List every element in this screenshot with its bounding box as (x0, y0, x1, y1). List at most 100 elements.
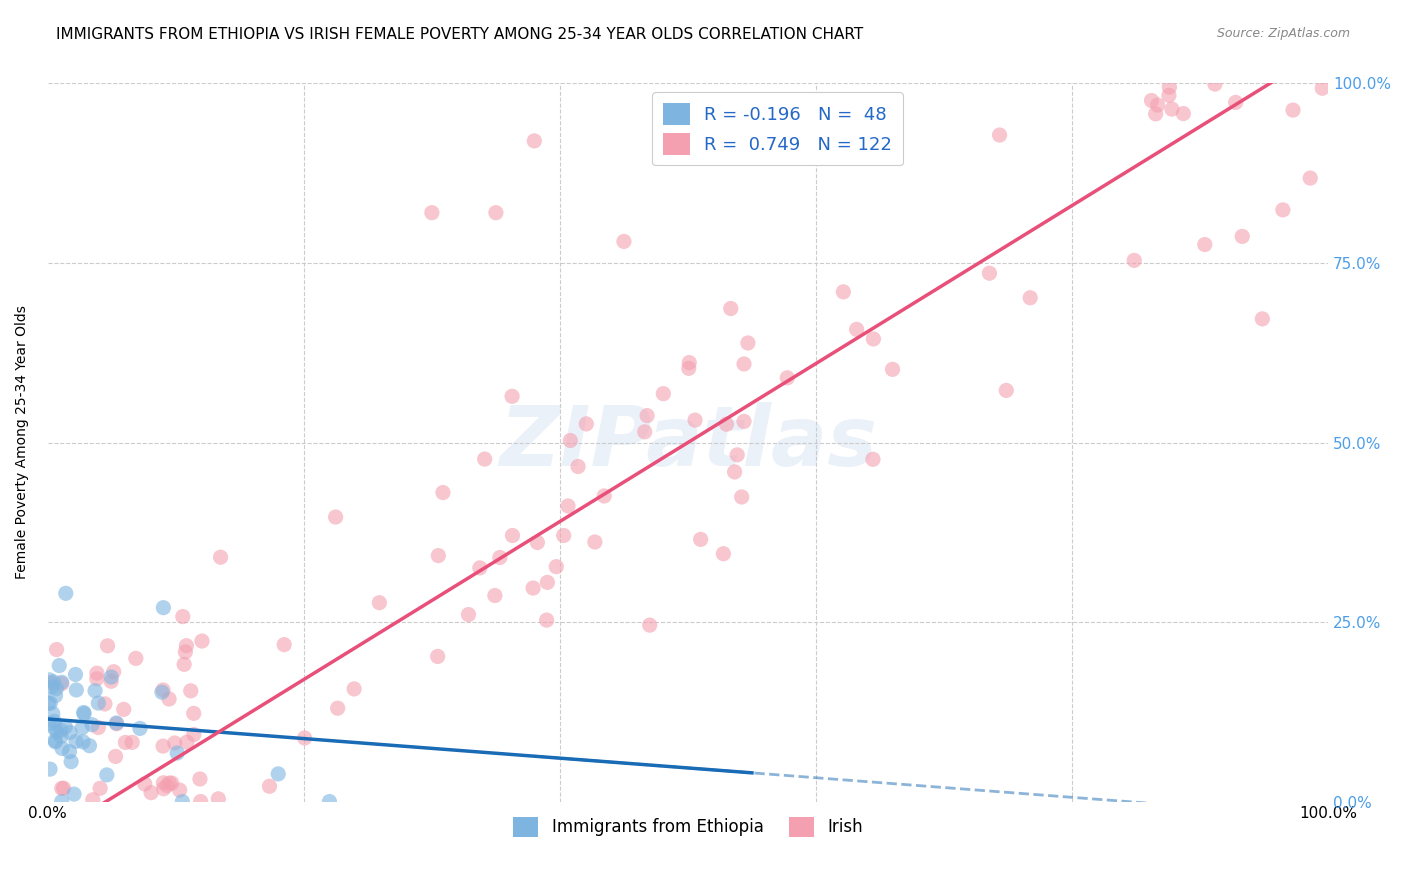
Point (557, 499, 579, 513)
Point (39, 696, 62, 710)
Point (1282, 103, 1305, 117)
Point (1299, 171, 1322, 186)
Point (1140, 94, 1163, 108)
Point (326, 701, 349, 715)
Point (152, 776, 174, 790)
Point (713, 547, 735, 561)
Point (139, 786, 162, 800)
Point (536, 575, 558, 590)
Point (1310, 81, 1333, 95)
Point (426, 649, 449, 664)
Point (51, 795, 73, 809)
Point (79, 739, 101, 753)
Point (468, 561, 491, 575)
Point (121, 735, 143, 749)
Point (105, 716, 128, 731)
Point (72, 735, 94, 749)
Point (53, 720, 76, 734)
Point (575, 417, 598, 431)
Point (183, 727, 205, 741)
Point (103, 665, 125, 679)
Point (1161, 102, 1184, 116)
Point (259, 779, 281, 793)
Point (725, 448, 748, 462)
Point (45, 724, 67, 739)
Point (157, 776, 180, 790)
Point (163, 736, 186, 750)
Point (41, 680, 63, 694)
Point (546, 559, 568, 574)
Point (152, 600, 174, 615)
Point (125, 651, 148, 665)
Point (882, 362, 904, 376)
Point (80, 717, 103, 731)
Point (636, 409, 658, 423)
Point (70, 721, 93, 735)
Point (613, 235, 636, 249)
Point (267, 767, 290, 781)
Point (733, 414, 755, 428)
Point (172, 795, 194, 809)
Point (188, 772, 211, 786)
Point (96, 768, 118, 782)
Point (183, 706, 205, 721)
Point (1019, 291, 1042, 305)
Point (42, 706, 65, 721)
Point (63, 787, 86, 801)
Point (995, 384, 1018, 398)
Point (45, 681, 67, 696)
Point (51, 741, 73, 756)
Point (52, 781, 75, 796)
Point (489, 550, 512, 565)
Point (59, 725, 82, 739)
Point (484, 589, 506, 603)
Point (134, 777, 156, 791)
Point (89, 781, 111, 796)
Point (207, 792, 229, 806)
Point (485, 205, 508, 219)
Point (1204, 77, 1226, 91)
Point (638, 618, 661, 632)
Point (49, 729, 72, 743)
Point (55, 586, 77, 600)
Point (432, 485, 454, 500)
Point (720, 301, 742, 316)
Point (73, 706, 96, 721)
Point (44, 721, 66, 735)
Point (678, 361, 700, 376)
Point (832, 285, 855, 299)
Point (723, 465, 745, 479)
Point (84, 683, 107, 698)
Point (678, 356, 700, 370)
Point (1123, 253, 1146, 268)
Point (65, 683, 87, 698)
Point (96, 639, 118, 653)
Point (583, 535, 606, 549)
Point (689, 533, 711, 547)
Point (553, 528, 575, 542)
Point (44, 735, 66, 749)
Point (173, 657, 195, 672)
Point (65, 734, 87, 748)
Point (1194, 237, 1216, 252)
Text: ZIPatlas: ZIPatlas (499, 402, 877, 483)
Point (114, 735, 136, 749)
Point (209, 550, 232, 565)
Point (1157, 88, 1180, 103)
Point (44, 733, 66, 747)
Point (87, 696, 110, 710)
Point (1173, 106, 1195, 120)
Point (191, 634, 214, 648)
Point (457, 607, 479, 622)
Point (731, 490, 754, 504)
Point (1225, 95, 1247, 110)
Point (474, 452, 496, 467)
Point (174, 645, 197, 659)
Point (105, 716, 128, 731)
Point (150, 685, 173, 699)
Point (1146, 98, 1168, 112)
Point (273, 638, 295, 652)
Point (634, 425, 657, 439)
Point (1271, 202, 1294, 217)
Point (38, 673, 60, 687)
